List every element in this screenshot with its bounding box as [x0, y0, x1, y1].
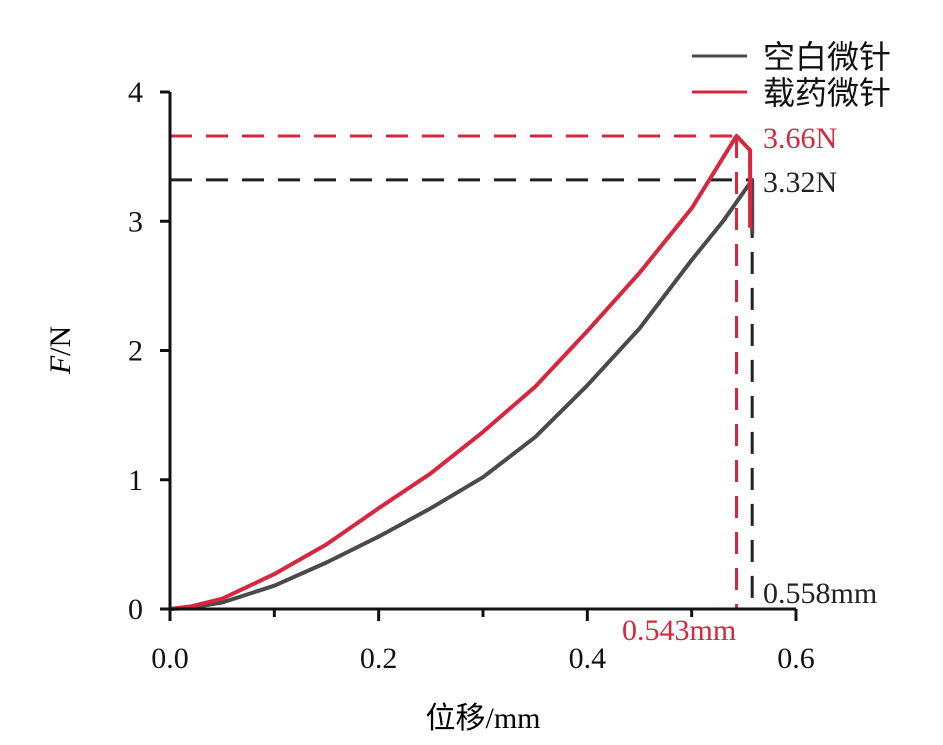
x-axis-label: 位移/mm: [425, 702, 540, 735]
legend-label-1: 空白微针: [763, 39, 891, 75]
legend-label-2: 载药微针: [763, 75, 891, 111]
y-axis-label-unit: /N: [44, 326, 77, 356]
series-lines: [169, 133, 755, 611]
series-line-2: [169, 133, 753, 611]
x-tick-label: 0.0: [151, 642, 189, 675]
y-tick-label: 3: [128, 205, 143, 238]
y-axis-label-symbol: F: [44, 355, 77, 375]
y-tick-label: 1: [128, 464, 143, 497]
series-line-1: [169, 177, 755, 611]
x-tick-label: 0.2: [360, 642, 398, 675]
annotation-label: 3.66N: [763, 122, 837, 155]
y-tick-label: 4: [128, 76, 143, 109]
annotation-label: 3.32N: [763, 166, 837, 199]
annotation-label: 0.558mm: [763, 577, 877, 610]
y-axis-label: F/N: [44, 326, 77, 375]
annotation-lines: 3.66N 3.32N 0.543mm 0.558mm: [170, 122, 877, 647]
x-tick-label: 0.6: [777, 642, 815, 675]
y-tick-label: 2: [128, 335, 143, 368]
y-tick-label: 0: [128, 593, 143, 626]
axes: 0.0 0.2 0.4 0.6 0 1 2 3 4: [128, 76, 815, 675]
labels: 位移/mm F/N: [44, 326, 541, 735]
annotation-label: 0.543mm: [622, 614, 736, 647]
x-tick-label: 0.4: [569, 642, 607, 675]
